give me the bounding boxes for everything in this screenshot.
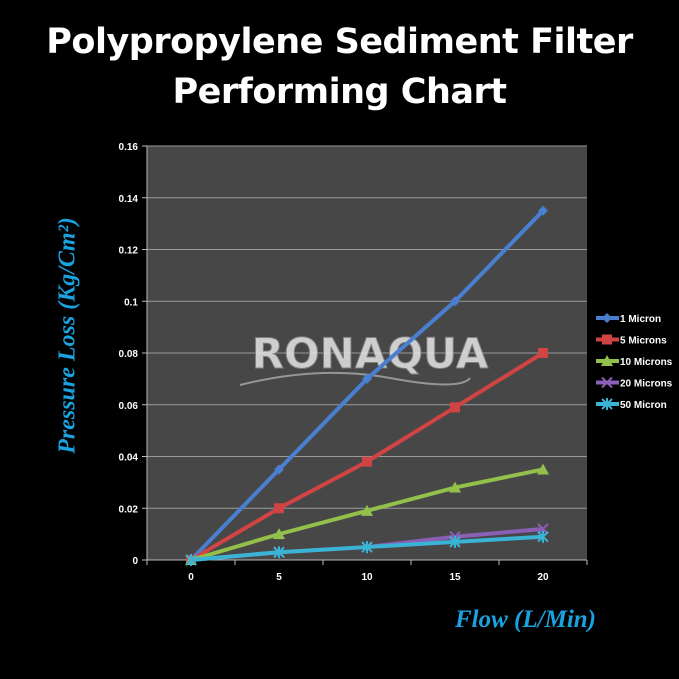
series-10-microns <box>185 463 549 565</box>
data-point-triangle <box>449 481 461 493</box>
y-tick-label: 0.14 <box>119 194 139 205</box>
data-point-star <box>537 530 549 543</box>
legend-item: 20 Microns <box>596 376 673 390</box>
y-tick-label: 0.04 <box>119 453 139 464</box>
x-tick-label: 15 <box>449 572 461 583</box>
x-tick-label: 10 <box>361 572 373 583</box>
data-point-triangle <box>273 528 285 540</box>
x-tick-label: 5 <box>276 572 282 583</box>
data-point-square <box>602 334 612 345</box>
y-tick-label: 0 <box>132 556 138 567</box>
legend-item: 10 Microns <box>596 355 673 368</box>
data-point-diamond <box>538 205 548 216</box>
legend-label: 20 Microns <box>620 379 673 390</box>
legend-label: 5 Microns <box>620 336 667 347</box>
data-point-triangle <box>537 463 549 475</box>
watermark-wave <box>239 371 471 386</box>
x-tick-label: 0 <box>188 572 194 583</box>
legend-label: 50 Micron <box>620 400 667 411</box>
y-tick-label: 0.02 <box>119 504 139 515</box>
data-point-star <box>273 546 285 559</box>
legend-label: 10 Microns <box>620 357 673 368</box>
data-point-diamond <box>362 373 372 384</box>
x-axis-label: Flow (L/Min) <box>455 606 596 633</box>
data-point-diamond <box>274 464 284 475</box>
legend-item: 5 Microns <box>596 334 667 347</box>
data-point-diamond <box>602 313 612 323</box>
y-tick-label: 0.08 <box>119 349 139 360</box>
y-tick-label: 0.16 <box>119 142 139 153</box>
data-point-square <box>362 456 372 467</box>
data-point-diamond <box>450 296 460 307</box>
data-point-star <box>449 535 461 548</box>
data-point-x <box>601 376 613 389</box>
legend-item: 50 Micron <box>596 398 667 411</box>
y-axis-label: Pressure Loss (Kg/Cm²) <box>54 217 81 454</box>
y-tick-label: 0.1 <box>124 297 138 308</box>
chart-title-line-1: Polypropylene Sediment Filter <box>46 22 633 62</box>
legend-item: 1 Micron <box>596 313 661 325</box>
y-tick-label: 0.12 <box>119 246 139 257</box>
data-point-triangle <box>601 355 613 366</box>
series-50-micron <box>185 530 549 566</box>
y-tick-label: 0.06 <box>119 401 139 412</box>
x-tick-label: 20 <box>537 572 549 583</box>
watermark-logo: RONAQUA <box>252 329 489 378</box>
data-point-star <box>361 541 373 554</box>
legend-label: 1 Micron <box>620 314 661 325</box>
data-point-star <box>185 554 197 566</box>
chart-title-line-2: Performing Chart <box>172 72 507 112</box>
data-point-triangle <box>361 504 373 516</box>
data-point-square <box>450 402 460 413</box>
data-point-square <box>538 348 548 358</box>
data-point-star <box>601 398 613 410</box>
data-point-square <box>274 503 284 514</box>
